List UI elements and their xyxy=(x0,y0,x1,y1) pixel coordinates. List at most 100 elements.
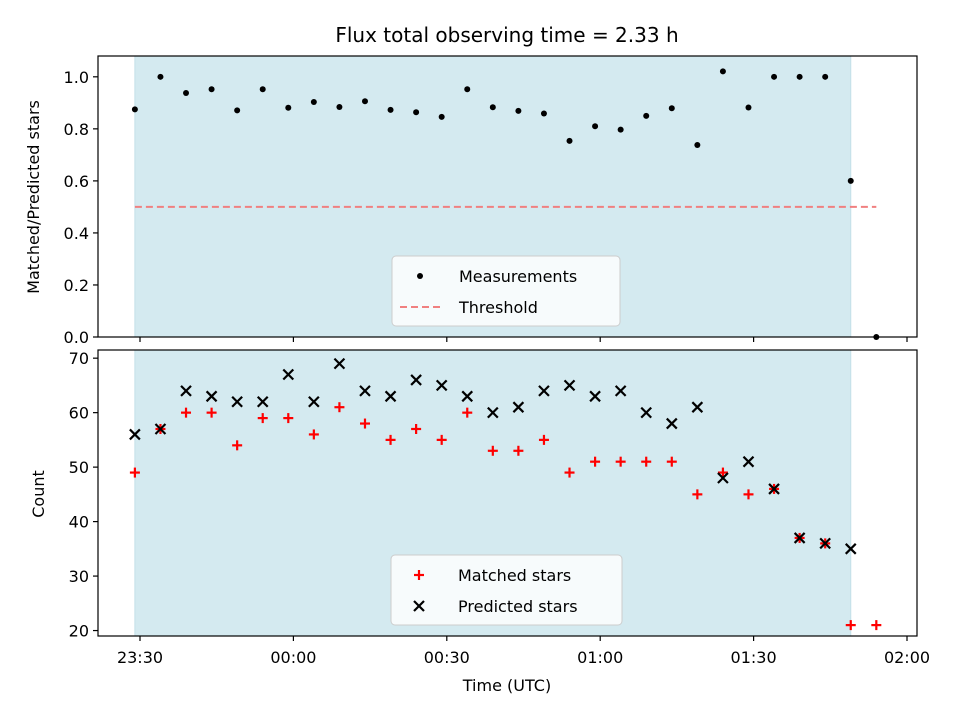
data-point xyxy=(384,390,397,403)
series-measurements xyxy=(131,68,880,340)
data-point xyxy=(771,73,778,80)
data-point xyxy=(283,413,294,424)
data-point xyxy=(206,407,217,418)
data-point xyxy=(336,103,343,110)
axes-frame xyxy=(97,349,918,637)
data-point xyxy=(592,123,599,130)
data-point xyxy=(590,456,601,467)
legend-marker xyxy=(413,600,425,612)
y-tick-label: 0.2 xyxy=(64,276,89,295)
data-point xyxy=(285,104,292,111)
data-point xyxy=(489,104,496,111)
data-point xyxy=(387,106,394,113)
data-point xyxy=(845,620,856,631)
data-point xyxy=(413,109,420,116)
series-matched-stars xyxy=(129,402,882,631)
data-point xyxy=(462,407,473,418)
legend: Measurements Threshold xyxy=(391,255,621,327)
data-point xyxy=(796,73,803,80)
y-tick-label: 0.0 xyxy=(64,328,89,347)
data-point xyxy=(180,385,192,397)
data-point xyxy=(743,489,754,500)
data-point xyxy=(129,467,140,478)
data-point xyxy=(208,86,215,93)
data-point xyxy=(643,112,650,119)
y-tick-label: 0.4 xyxy=(64,224,89,243)
ratio-panel: 0.0 0.2 0.4 0.6 0.8 1.0 Measurements Threshold xyxy=(64,55,918,347)
data-point xyxy=(464,86,471,93)
legend-box xyxy=(391,255,621,327)
legend: Matched stars Predicted stars xyxy=(390,554,623,626)
series-predicted-stars xyxy=(129,357,857,555)
data-point xyxy=(131,106,138,113)
y-tick-label: 40 xyxy=(69,513,89,532)
data-point xyxy=(819,537,831,550)
data-point xyxy=(333,357,346,370)
count-panel: 20 30 40 50 60 70 23:30 00:00 00:30 01:00 01:30 02:… xyxy=(69,349,930,667)
legend-label: Measurements xyxy=(459,267,577,286)
y-tick-label: 50 xyxy=(69,458,89,477)
data-point xyxy=(540,110,547,117)
data-point xyxy=(487,406,499,419)
data-point xyxy=(183,89,190,96)
data-point xyxy=(641,456,652,467)
data-point xyxy=(822,73,829,80)
data-point xyxy=(487,445,498,456)
data-point xyxy=(719,68,726,75)
data-point xyxy=(410,374,422,386)
data-point xyxy=(742,455,755,468)
data-point xyxy=(615,456,626,467)
data-point xyxy=(515,107,522,114)
axes-frame xyxy=(97,55,918,338)
data-point xyxy=(745,104,752,111)
data-point xyxy=(438,113,445,120)
data-point xyxy=(614,385,627,397)
data-point xyxy=(129,428,141,441)
data-point xyxy=(232,440,243,451)
data-point xyxy=(282,368,295,381)
x-tick-label: 00:30 xyxy=(424,648,470,667)
data-point xyxy=(617,126,624,133)
data-point xyxy=(411,423,422,434)
bottom-y-axis-title: Count xyxy=(29,470,48,518)
data-point xyxy=(589,390,601,403)
data-point xyxy=(359,418,370,429)
data-point xyxy=(513,445,524,456)
data-point xyxy=(310,99,317,106)
y-tick-label: 30 xyxy=(69,567,89,586)
data-point xyxy=(308,429,319,440)
data-point xyxy=(512,401,525,413)
x-tick-label: 23:30 xyxy=(117,648,163,667)
data-point xyxy=(847,177,854,184)
legend-label: Threshold xyxy=(458,298,538,317)
data-point xyxy=(640,406,652,419)
data-point xyxy=(666,417,678,430)
y-tick-label: 0.8 xyxy=(64,120,89,139)
data-point xyxy=(691,401,704,413)
legend-item: Matched stars xyxy=(414,566,571,585)
data-point xyxy=(563,379,576,392)
data-point xyxy=(385,434,396,445)
top-y-axis-title: Matched/Predicted stars xyxy=(24,100,43,294)
y-tick-label: 60 xyxy=(69,404,89,423)
data-point xyxy=(538,385,550,397)
data-point xyxy=(768,483,780,495)
legend-item: Predicted stars xyxy=(413,597,578,616)
data-point xyxy=(256,395,269,408)
legend-item: Threshold xyxy=(400,298,538,317)
x-tick-label: 00:00 xyxy=(270,648,316,667)
legend-marker xyxy=(417,273,423,279)
data-point xyxy=(334,402,345,413)
x-tick-label: 01:30 xyxy=(731,648,777,667)
data-point xyxy=(234,107,241,114)
y-tick-label: 70 xyxy=(69,349,89,368)
x-tick-label: 02:00 xyxy=(884,648,930,667)
legend-marker xyxy=(414,570,424,580)
y-tick-label: 20 xyxy=(69,622,89,641)
x-tick-label: 01:00 xyxy=(577,648,623,667)
x-axis-title: Time (UTC) xyxy=(462,676,551,695)
data-point xyxy=(308,395,320,408)
data-point xyxy=(259,86,266,93)
data-point xyxy=(359,385,371,397)
